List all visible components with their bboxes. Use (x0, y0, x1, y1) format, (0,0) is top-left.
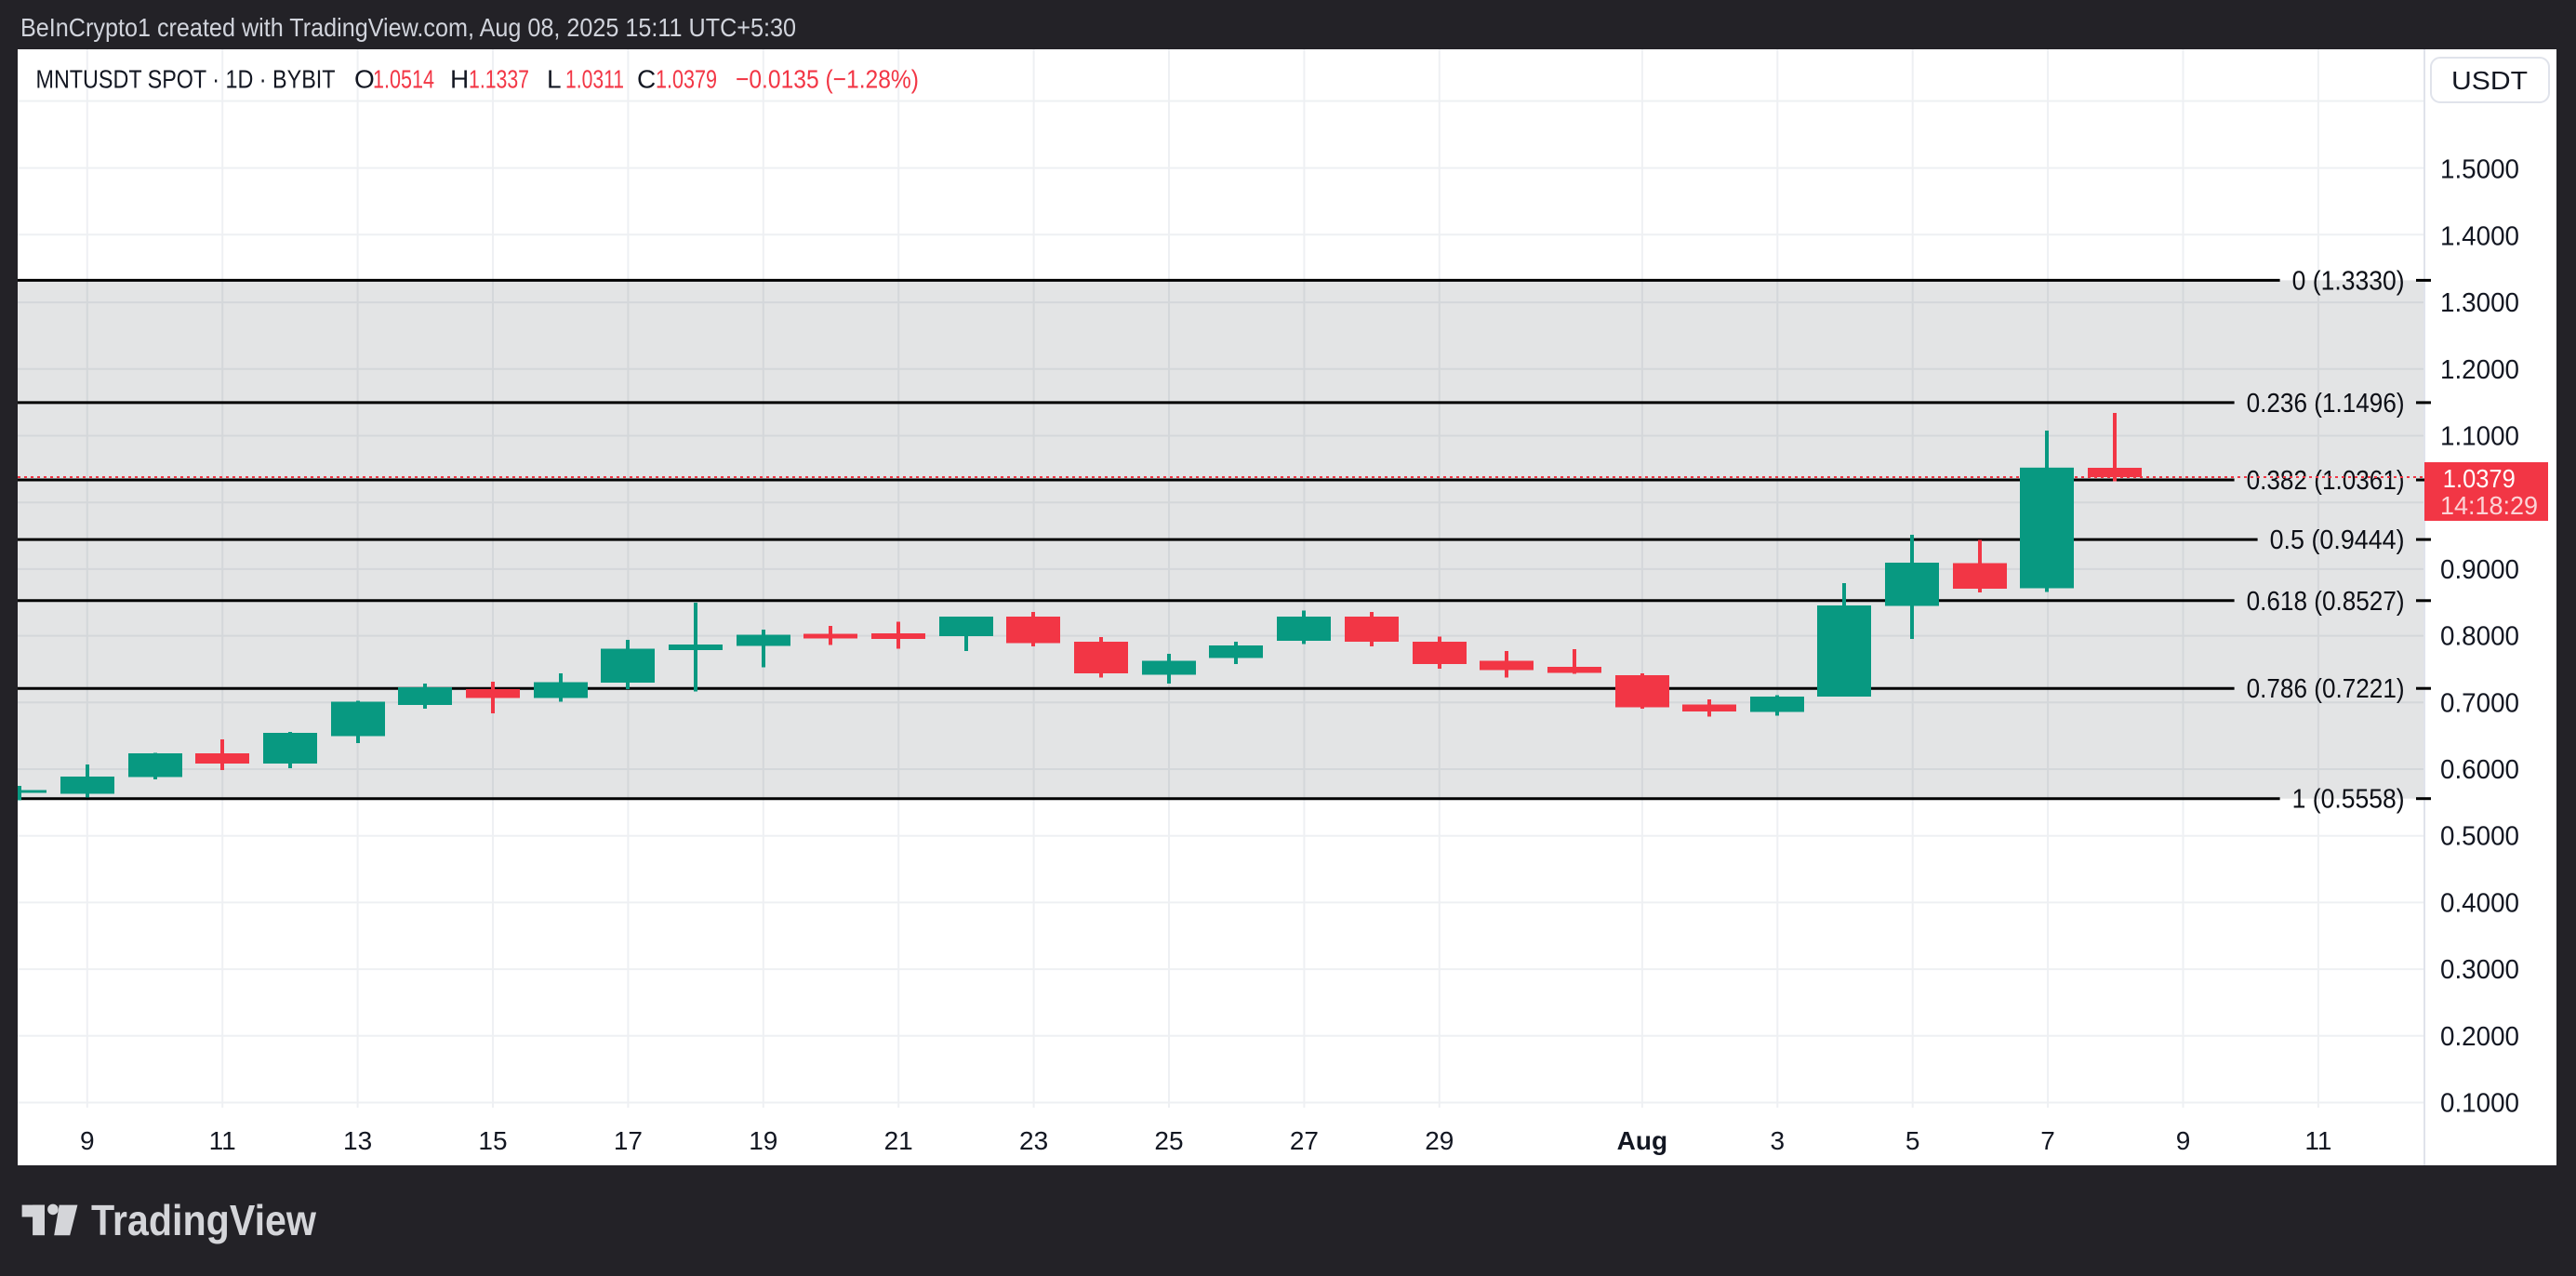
svg-text:0.9000: 0.9000 (2440, 555, 2519, 585)
svg-text:0.1000: 0.1000 (2440, 1089, 2519, 1119)
svg-text:1.1337: 1.1337 (469, 65, 529, 94)
svg-text:14:18:29: 14:18:29 (2440, 491, 2538, 520)
svg-text:19: 19 (749, 1126, 777, 1155)
svg-text:1.3000: 1.3000 (2440, 288, 2519, 318)
svg-text:0.786 (0.7221): 0.786 (0.7221) (2247, 674, 2405, 704)
svg-text:0.618 (0.8527): 0.618 (0.8527) (2247, 587, 2405, 617)
svg-text:21: 21 (884, 1126, 913, 1155)
svg-text:1.0379: 1.0379 (656, 65, 717, 94)
svg-text:23: 23 (1019, 1126, 1048, 1155)
svg-text:TradingView: TradingView (91, 1201, 316, 1244)
svg-text:−0.0135 (−1.28%): −0.0135 (−1.28%) (736, 65, 919, 94)
svg-text:9: 9 (2176, 1126, 2191, 1155)
svg-text:15: 15 (478, 1126, 507, 1155)
svg-text:27: 27 (1290, 1126, 1319, 1155)
svg-text:C: C (637, 65, 656, 94)
svg-text:1.0311: 1.0311 (565, 65, 624, 94)
svg-text:0.3000: 0.3000 (2440, 955, 2519, 985)
svg-text:MNTUSDT SPOT · 1D · BYBIT: MNTUSDT SPOT · 1D · BYBIT (36, 65, 336, 94)
svg-text:0.6000: 0.6000 (2440, 755, 2519, 785)
svg-text:O: O (354, 65, 375, 94)
svg-text:0.5000: 0.5000 (2440, 822, 2519, 852)
svg-text:1.0379: 1.0379 (2443, 464, 2516, 493)
svg-text:1.1000: 1.1000 (2440, 422, 2519, 452)
svg-text:0.236 (1.1496): 0.236 (1.1496) (2247, 389, 2405, 419)
svg-text:BeInCrypto1 created with Tradi: BeInCrypto1 created with TradingView.com… (20, 13, 796, 42)
svg-text:0.382 (1.0361): 0.382 (1.0361) (2247, 466, 2405, 496)
svg-text:L: L (547, 65, 562, 94)
svg-text:0.7000: 0.7000 (2440, 688, 2519, 718)
svg-text:13: 13 (343, 1126, 372, 1155)
svg-text:1.0514: 1.0514 (373, 65, 434, 94)
svg-text:1.5000: 1.5000 (2440, 155, 2519, 185)
svg-text:17: 17 (614, 1126, 643, 1155)
svg-text:USDT: USDT (2451, 66, 2528, 95)
svg-text:9: 9 (80, 1126, 95, 1155)
svg-text:3: 3 (1771, 1126, 1786, 1155)
svg-text:1 (0.5558): 1 (0.5558) (2292, 785, 2405, 815)
svg-text:0.4000: 0.4000 (2440, 888, 2519, 918)
svg-text:11: 11 (209, 1126, 236, 1155)
svg-text:H: H (450, 65, 469, 94)
svg-text:7: 7 (2040, 1126, 2055, 1155)
svg-text:0.2000: 0.2000 (2440, 1022, 2519, 1052)
svg-text:0.5 (0.9444): 0.5 (0.9444) (2270, 525, 2405, 555)
svg-text:11: 11 (2304, 1126, 2331, 1155)
svg-text:Aug: Aug (1617, 1126, 1667, 1155)
svg-text:29: 29 (1425, 1126, 1454, 1155)
svg-text:5: 5 (1905, 1126, 1920, 1155)
svg-text:0 (1.3330): 0 (1.3330) (2292, 266, 2405, 296)
svg-text:1.2000: 1.2000 (2440, 355, 2519, 385)
svg-text:0.8000: 0.8000 (2440, 622, 2519, 652)
svg-text:25: 25 (1154, 1126, 1183, 1155)
svg-text:1.4000: 1.4000 (2440, 221, 2519, 251)
